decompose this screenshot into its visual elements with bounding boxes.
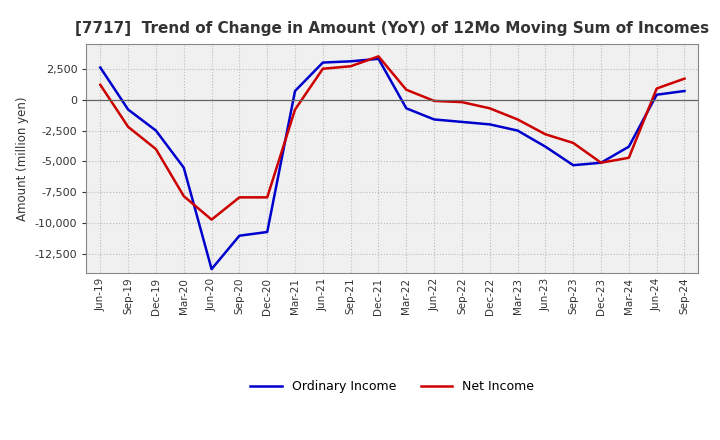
- Ordinary Income: [458, 119, 467, 125]
- Net Income: [318, 66, 327, 71]
- Ordinary Income: [318, 60, 327, 65]
- Net Income: [179, 194, 188, 199]
- Ordinary Income: [263, 229, 271, 235]
- Ordinary Income: [124, 107, 132, 112]
- Net Income: [207, 217, 216, 222]
- Line: Net Income: Net Income: [100, 56, 685, 220]
- Net Income: [374, 54, 383, 59]
- Ordinary Income: [513, 128, 522, 133]
- Net Income: [96, 82, 104, 88]
- Net Income: [597, 160, 606, 165]
- Ordinary Income: [235, 233, 243, 238]
- Ordinary Income: [96, 65, 104, 70]
- Net Income: [291, 107, 300, 112]
- Ordinary Income: [652, 92, 661, 97]
- Ordinary Income: [402, 106, 410, 111]
- Net Income: [124, 124, 132, 129]
- Legend: Ordinary Income, Net Income: Ordinary Income, Net Income: [246, 375, 539, 398]
- Ordinary Income: [485, 122, 494, 127]
- Ordinary Income: [569, 162, 577, 168]
- Y-axis label: Amount (million yen): Amount (million yen): [16, 96, 30, 220]
- Net Income: [541, 132, 550, 137]
- Net Income: [402, 87, 410, 92]
- Ordinary Income: [541, 144, 550, 149]
- Net Income: [152, 147, 161, 152]
- Ordinary Income: [152, 128, 161, 133]
- Net Income: [624, 155, 633, 161]
- Net Income: [569, 140, 577, 146]
- Ordinary Income: [346, 59, 355, 64]
- Net Income: [485, 106, 494, 111]
- Line: Ordinary Income: Ordinary Income: [100, 59, 685, 269]
- Net Income: [652, 86, 661, 91]
- Ordinary Income: [680, 88, 689, 94]
- Net Income: [235, 195, 243, 200]
- Ordinary Income: [207, 267, 216, 272]
- Ordinary Income: [291, 88, 300, 94]
- Net Income: [513, 117, 522, 122]
- Net Income: [430, 98, 438, 103]
- Ordinary Income: [430, 117, 438, 122]
- Ordinary Income: [597, 160, 606, 165]
- Ordinary Income: [374, 56, 383, 62]
- Net Income: [680, 76, 689, 81]
- Net Income: [346, 64, 355, 69]
- Ordinary Income: [624, 144, 633, 149]
- Net Income: [458, 99, 467, 105]
- Net Income: [263, 195, 271, 200]
- Title: [7717]  Trend of Change in Amount (YoY) of 12Mo Moving Sum of Incomes: [7717] Trend of Change in Amount (YoY) o…: [76, 21, 709, 36]
- Ordinary Income: [179, 165, 188, 170]
